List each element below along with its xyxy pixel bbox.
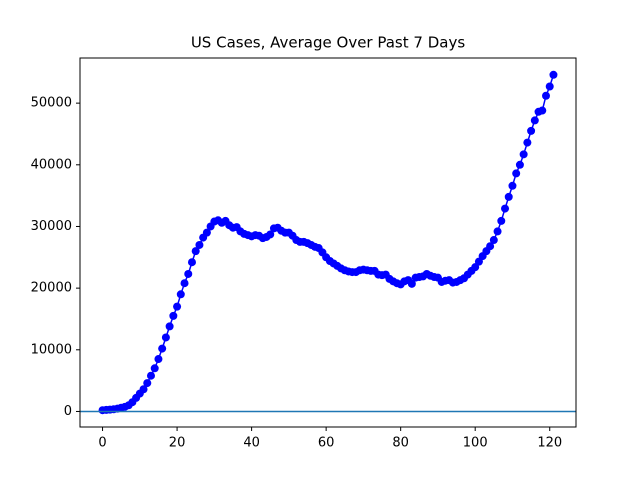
point [191,247,200,256]
point [169,311,178,320]
x-tick-label: 80 [392,436,409,451]
point [542,91,551,100]
point [512,169,521,178]
point [158,344,167,353]
point [187,258,196,267]
x-tick-label: 120 [537,436,562,451]
point [497,216,506,225]
point [165,322,174,331]
x-tick-label: 60 [318,436,335,451]
point [493,227,502,236]
point [519,150,528,159]
point [486,242,495,251]
point [508,181,517,190]
point [407,279,416,288]
point [527,126,536,135]
x-tick-label: 100 [463,436,488,451]
point [549,70,558,79]
x-tick-label: 40 [243,436,260,451]
point [515,160,524,169]
y-tick-label: 50000 [31,96,72,111]
x-tick-label: 20 [169,436,186,451]
y-tick-label: 10000 [31,342,72,357]
point [530,116,539,125]
point [545,82,554,91]
point [501,204,510,213]
point [161,333,170,342]
point [538,106,547,115]
point [154,355,163,364]
point [176,290,185,299]
point [146,371,155,380]
y-tick-label: 0 [64,404,72,419]
point [184,269,193,278]
y-tick-label: 20000 [31,281,72,296]
point [150,364,159,373]
point [523,138,532,147]
point [489,236,498,245]
point [180,279,189,288]
point [266,230,275,239]
point [139,385,148,394]
plot-frame [79,57,577,428]
point [202,228,211,237]
chart-title: US Cases, Average Over Past 7 Days [191,34,465,52]
y-tick-label: 40000 [31,157,72,172]
point [143,379,152,388]
x-tick-label: 0 [98,436,106,451]
point [195,240,204,249]
y-tick-label: 30000 [31,219,72,234]
point [173,302,182,311]
point [504,192,513,201]
